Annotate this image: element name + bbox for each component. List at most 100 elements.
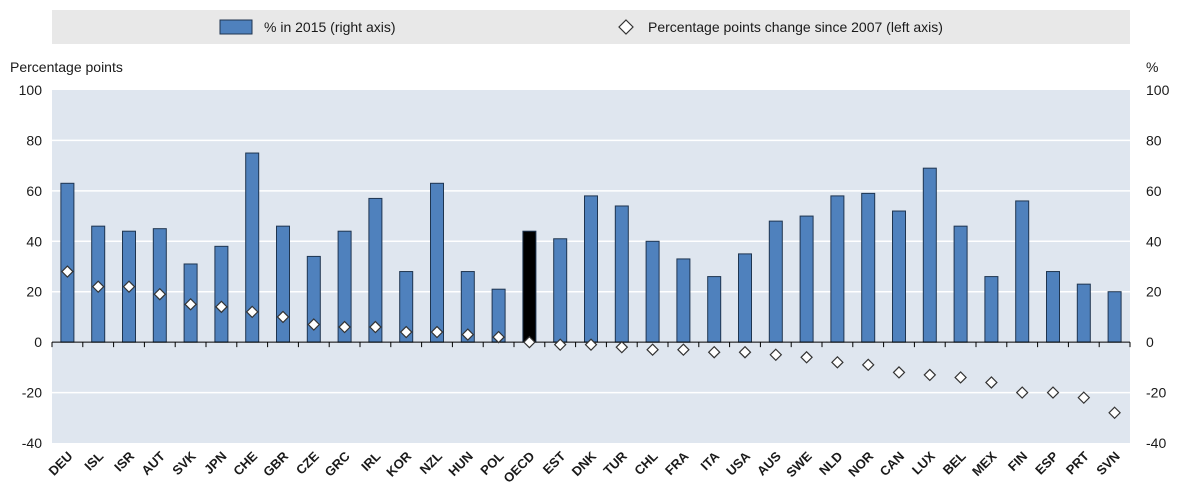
- marker-mex: [985, 376, 998, 389]
- marker-swe: [800, 350, 813, 364]
- y-right-tick-label: 60: [1146, 183, 1162, 199]
- marker-nzl: [430, 325, 444, 339]
- marker-svk: [184, 297, 197, 311]
- category-label-nld: NLD: [816, 449, 845, 478]
- y-left-tick-label: -40: [22, 435, 42, 451]
- marker-est: [553, 338, 567, 352]
- category-label-cze: CZE: [293, 448, 322, 477]
- category-label-can: CAN: [877, 449, 908, 480]
- marker-svn: [1108, 406, 1121, 420]
- bar-esp: [1046, 271, 1060, 343]
- category-label-svn: SVN: [1093, 449, 1123, 479]
- y-axis-right-title: %: [1146, 59, 1158, 75]
- bar-bel: [953, 225, 968, 343]
- marker-pol: [492, 330, 505, 344]
- category-label-swe: SWE: [783, 448, 815, 480]
- category-label-nzl: NZL: [417, 448, 446, 477]
- category-label-chl: CHL: [631, 448, 661, 478]
- y-right-tick-label: 0: [1146, 334, 1154, 350]
- marker-oecd: [523, 335, 536, 349]
- category-label-est: EST: [540, 448, 569, 477]
- marker-kor: [399, 325, 413, 339]
- y-axis-left: -40 -20 0 20 40 60 80 100: [19, 82, 43, 451]
- marker-usa: [738, 345, 752, 359]
- category-label-aus: AUS: [754, 448, 784, 478]
- bar-tur: [614, 205, 629, 343]
- bar-lux: [922, 167, 937, 343]
- category-label-kor: KOR: [383, 448, 414, 479]
- legend-diamond-icon: [618, 19, 634, 35]
- marker-can: [892, 366, 906, 379]
- y-right-tick-label: 80: [1146, 132, 1162, 148]
- category-label-nor: NOR: [845, 448, 876, 479]
- legend-label-bars: % in 2015 (right axis): [264, 19, 396, 35]
- category-label-irl: IRL: [358, 448, 383, 473]
- bar-swe: [799, 215, 814, 343]
- marker-isr: [122, 280, 136, 294]
- category-label-isl: ISL: [81, 448, 106, 473]
- category-label-fin: FIN: [1005, 449, 1030, 474]
- y-left-tick-label: 80: [26, 132, 42, 148]
- marker-deu: [61, 265, 74, 278]
- category-label-prt: PRT: [1063, 448, 1092, 477]
- marker-fra: [677, 343, 690, 357]
- category-label-isr: ISR: [111, 448, 137, 474]
- x-axis-labels: DEU ISL ISR AUT SVK JPN CHE GBR CZE GRC IRL KOR NZL H…: [46, 448, 1123, 484]
- y-left-tick-label: 20: [26, 284, 42, 300]
- y-right-tick-label: -40: [1146, 435, 1166, 451]
- bar-usa: [738, 253, 752, 343]
- bar-aus: [768, 220, 783, 343]
- bar-can: [892, 210, 906, 343]
- category-label-dnk: DNK: [569, 448, 600, 479]
- marker-gbr: [276, 310, 290, 324]
- category-label-mex: MEX: [969, 448, 1000, 479]
- marker-nor: [861, 358, 875, 372]
- bar-deu: [60, 182, 75, 343]
- category-label-gbr: GBR: [260, 448, 291, 479]
- marker-ita: [707, 345, 721, 359]
- marker-isl: [91, 280, 105, 294]
- marker-dnk: [584, 338, 598, 352]
- marker-che: [245, 305, 259, 319]
- marker-series: [61, 265, 1121, 420]
- bar-chl: [645, 240, 660, 343]
- category-label-ita: ITA: [698, 448, 723, 473]
- category-label-usa: USA: [723, 448, 753, 478]
- category-label-tur: TUR: [600, 448, 630, 478]
- category-label-lux: LUX: [909, 448, 938, 477]
- y-axis-right: -40 -20 0 20 40 60 80 100: [1146, 82, 1170, 451]
- marker-fin: [1015, 386, 1029, 399]
- marker-lux: [923, 368, 937, 382]
- bar-est: [553, 238, 568, 343]
- marker-aut: [153, 287, 167, 301]
- bar-fra: [676, 258, 691, 343]
- y-right-tick-label: -20: [1146, 385, 1166, 401]
- bar-prt: [1076, 283, 1091, 343]
- marker-esp: [1046, 386, 1060, 399]
- grid-lines: [52, 139, 1130, 394]
- marker-tur: [615, 340, 629, 354]
- category-label-aut: AUT: [138, 448, 168, 478]
- bar-nor: [861, 192, 876, 343]
- bar-oecd: [522, 230, 537, 343]
- marker-prt: [1077, 391, 1091, 404]
- y-left-tick-label: 40: [26, 233, 42, 249]
- y-left-tick-label: 100: [19, 82, 43, 98]
- bar-nzl: [430, 182, 444, 343]
- category-label-deu: DEU: [46, 449, 76, 479]
- y-right-tick-label: 20: [1146, 284, 1162, 300]
- marker-bel: [954, 371, 967, 384]
- y-axis-left-title: Percentage points: [10, 59, 123, 75]
- bar-dnk: [584, 195, 598, 343]
- category-ticks: [51, 342, 1131, 348]
- legend-label-markers: Percentage points change since 2007 (lef…: [648, 19, 943, 35]
- bar-mex: [984, 276, 999, 343]
- category-label-fra: FRA: [662, 448, 692, 478]
- category-label-grc: GRC: [322, 448, 353, 479]
- marker-nld: [831, 355, 844, 369]
- y-left-tick-label: 0: [34, 334, 42, 350]
- category-label-jpn: JPN: [201, 449, 229, 477]
- y-right-tick-label: 100: [1146, 82, 1170, 98]
- marker-grc: [338, 320, 351, 334]
- marker-aus: [769, 348, 783, 362]
